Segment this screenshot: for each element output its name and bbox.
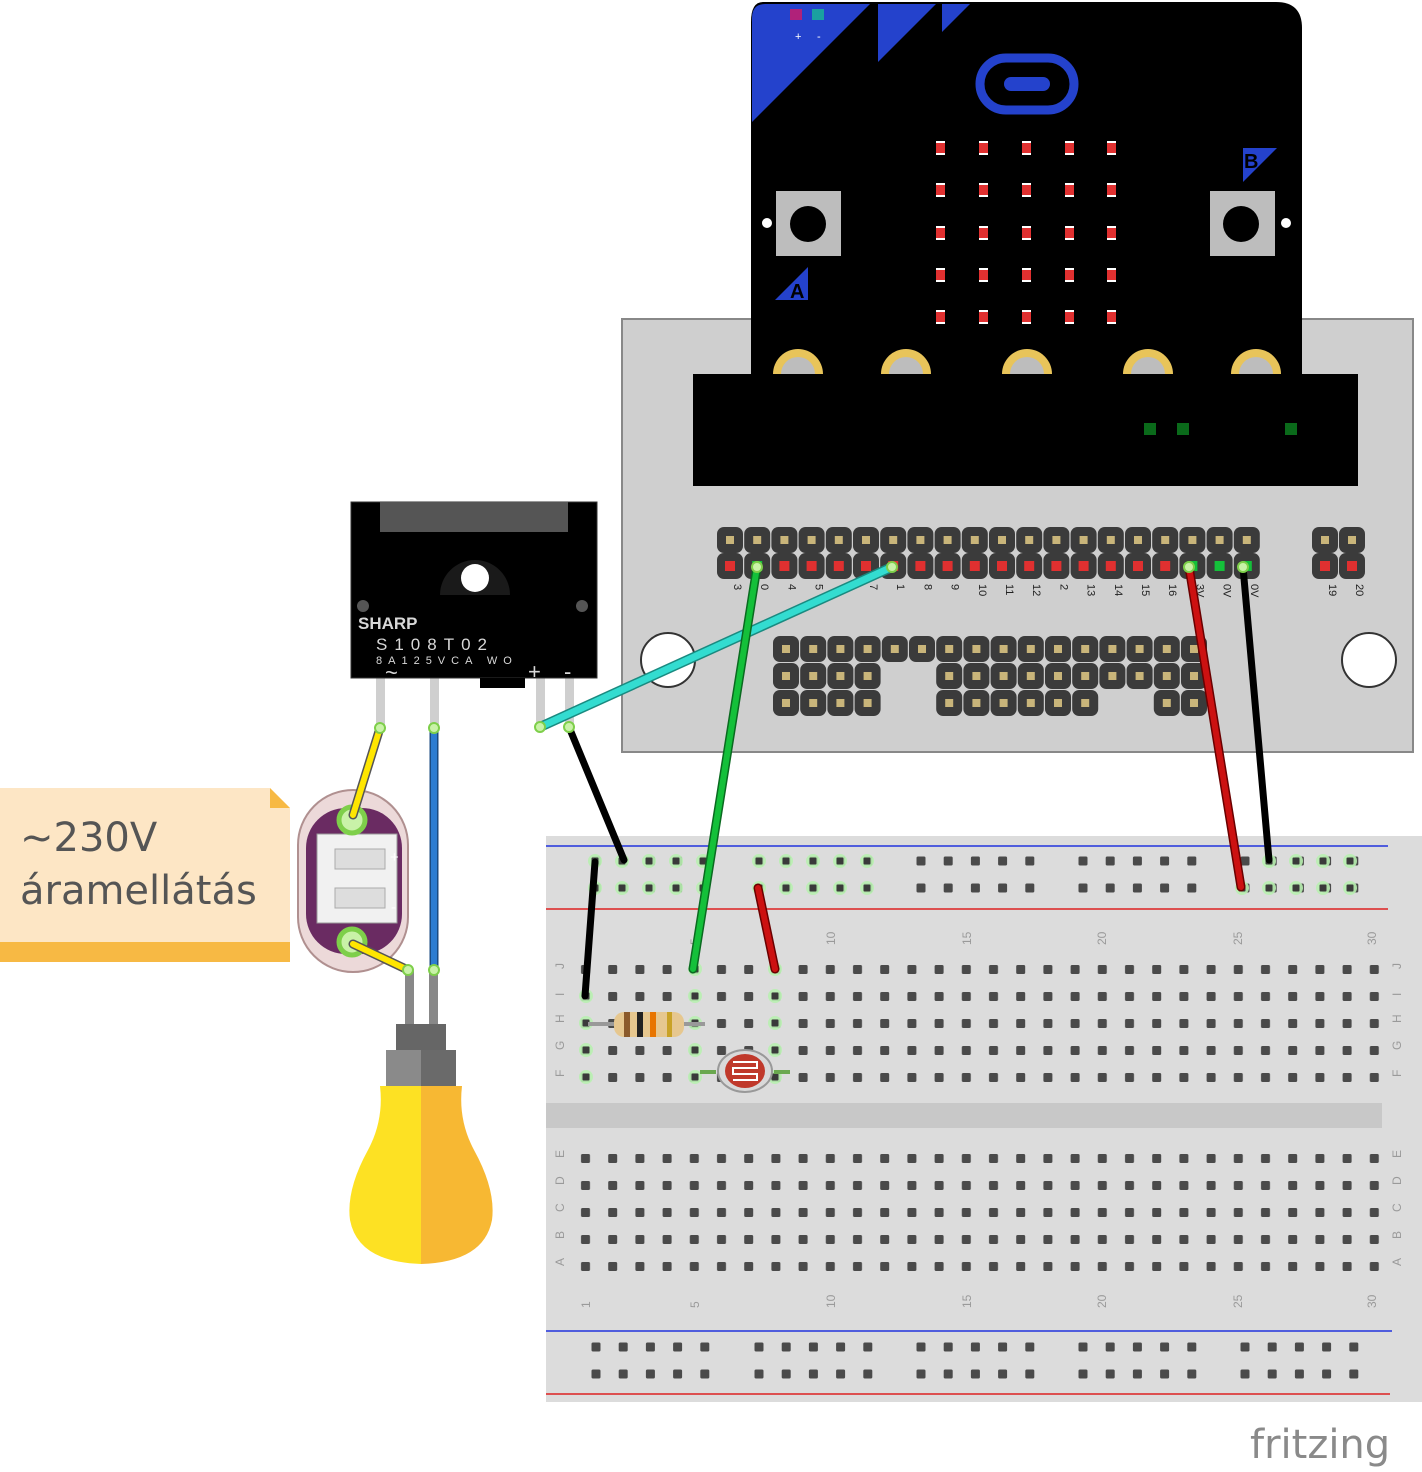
relay-ac-symbol: ~ — [385, 660, 398, 685]
column-number: 5 — [688, 1301, 702, 1308]
row-letter: I — [553, 993, 567, 996]
pin-label: 8 — [921, 584, 933, 590]
row-letter: A — [1390, 1258, 1404, 1266]
pin-label: 1 — [894, 584, 906, 590]
relay-minus-symbol: - — [564, 659, 571, 684]
light-bulb — [349, 970, 493, 1264]
pin-label: 4 — [785, 584, 797, 590]
pin-label: 10 — [976, 584, 988, 596]
column-number: 30 — [1365, 931, 1379, 945]
relay-plus-symbol: + — [528, 659, 541, 684]
terminal-strip-top — [575, 956, 1391, 1091]
resistor — [588, 1012, 705, 1037]
row-letter: B — [553, 1231, 567, 1239]
led-matrix — [936, 141, 1116, 324]
relay-brand: SHARP — [358, 614, 418, 633]
pin-label: 13 — [1085, 584, 1097, 596]
wires — [348, 561, 1273, 1000]
row-letter: F — [553, 1070, 567, 1077]
wire-black-board[interactable] — [581, 858, 599, 1000]
wire-black-relay[interactable] — [565, 723, 628, 864]
socket-plus: + — [390, 849, 399, 866]
pin-label: 0V — [1221, 584, 1233, 598]
column-number: 1 — [579, 1301, 593, 1308]
column-number: 15 — [960, 1294, 974, 1308]
row-letter: J — [1390, 963, 1404, 969]
row-letter: H — [553, 1014, 567, 1023]
edge-connector-slot — [693, 374, 1358, 486]
pin-label: 16 — [1166, 584, 1178, 596]
pin-label: 5 — [813, 584, 825, 590]
row-letter: I — [1390, 993, 1404, 996]
mount-hole-right — [1341, 632, 1397, 688]
microbit-logo — [975, 53, 1079, 115]
pin-label: 2 — [1057, 584, 1069, 590]
battery-minus-label: - — [817, 31, 821, 43]
terminal-strip-bottom — [575, 1144, 1391, 1279]
row-letter: D — [1390, 1176, 1404, 1185]
column-number: 20 — [1095, 1294, 1109, 1308]
column-number: 20 — [1095, 931, 1109, 945]
column-number: 30 — [1365, 1294, 1379, 1308]
wire-red-board[interactable] — [755, 885, 778, 972]
power-socket: + - — [297, 789, 409, 973]
pin-label: 9 — [949, 584, 961, 590]
pin-label: 0 — [758, 584, 770, 590]
wire-black-ground[interactable] — [1239, 563, 1273, 864]
pin-label: 3 — [731, 584, 743, 590]
wire-yellow-2[interactable] — [350, 941, 411, 973]
column-number: 10 — [824, 931, 838, 945]
pin-label: 12 — [1030, 584, 1042, 596]
photoresistor — [700, 1049, 790, 1093]
row-letter: C — [1390, 1203, 1404, 1212]
pin-label: 0V — [1248, 584, 1260, 598]
ssr-relay: SHARP S108T02 8A125VCA WO ~ + - — [350, 501, 598, 730]
button-b-label: B — [1244, 151, 1258, 173]
column-number: 10 — [824, 1294, 838, 1308]
pin-label: 7 — [867, 584, 879, 590]
relay-rating: 8A125VCA WO — [376, 655, 518, 667]
row-letter: G — [1390, 1041, 1404, 1050]
fritzing-watermark: fritzing — [1250, 1422, 1390, 1468]
row-letter: F — [1390, 1070, 1404, 1077]
relay-model: S108T02 — [376, 635, 494, 654]
row-letter: J — [553, 963, 567, 969]
button-a-label: A — [790, 281, 804, 303]
wire-yellow-1[interactable] — [350, 725, 383, 818]
row-letter: H — [1390, 1014, 1404, 1023]
pin-label: 14 — [1112, 584, 1124, 596]
battery-plus-label: + — [795, 31, 801, 43]
row-letter: C — [553, 1203, 567, 1212]
row-letter: E — [553, 1150, 567, 1158]
column-number: 15 — [960, 931, 974, 945]
center-channel — [546, 1103, 1382, 1128]
note-line2: áramellátás — [20, 868, 257, 914]
socket-minus: - — [391, 899, 396, 916]
wire-red-power[interactable] — [1186, 564, 1244, 890]
pin-label: 19 — [1326, 584, 1338, 596]
row-letter: B — [1390, 1231, 1404, 1239]
note-box: ~230V áramellátás — [0, 788, 290, 962]
pin-label: 20 — [1353, 584, 1365, 596]
row-letter: A — [553, 1258, 567, 1266]
row-letter: G — [553, 1041, 567, 1050]
column-number: 25 — [1231, 1294, 1245, 1308]
microbit-board: + - A B — [751, 2, 1302, 374]
wire-cyan[interactable] — [536, 563, 896, 731]
note-line1: ~230V — [20, 815, 158, 861]
column-number: 25 — [1231, 931, 1245, 945]
gold-pads — [773, 349, 1281, 374]
row-letter: E — [1390, 1150, 1404, 1158]
wire-green[interactable] — [690, 564, 760, 972]
pin-label: 11 — [1003, 584, 1015, 595]
corner-triangle-left — [752, 4, 870, 122]
pin-label: 15 — [1139, 584, 1151, 596]
row-letter: D — [553, 1176, 567, 1185]
